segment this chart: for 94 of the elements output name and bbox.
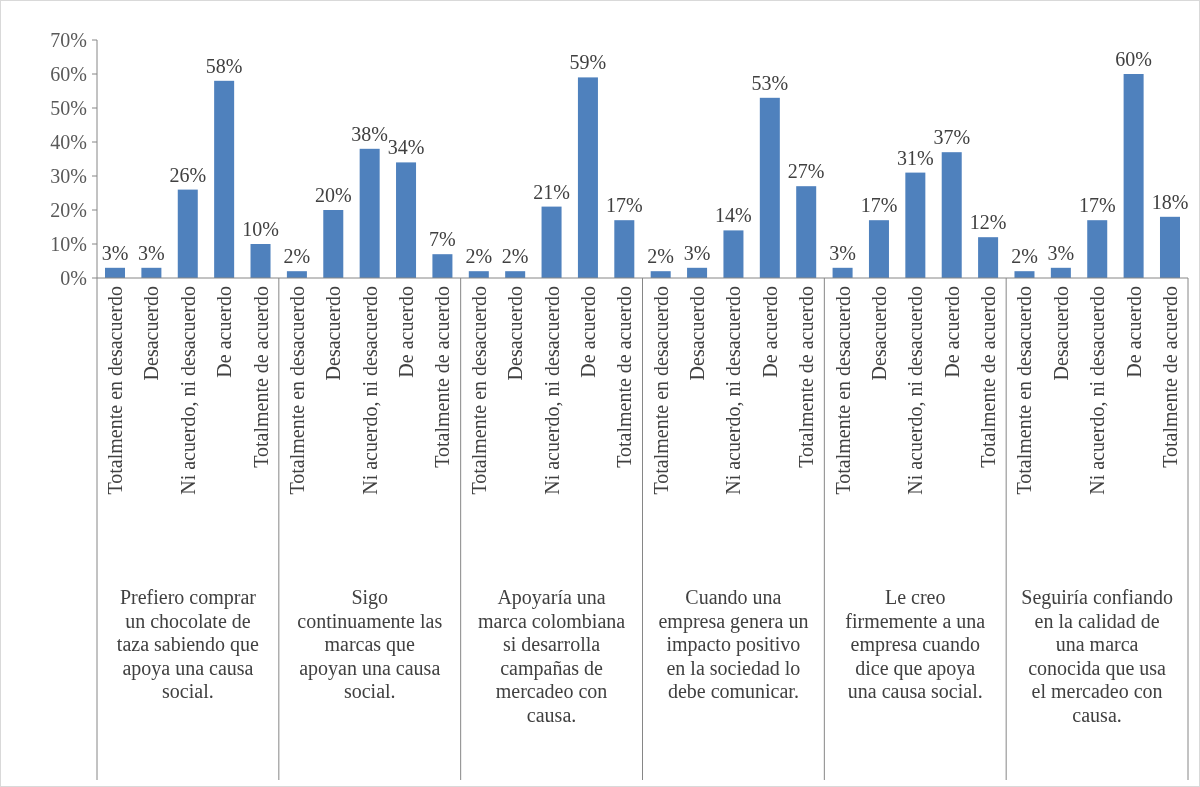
- x-tick-label: Totalmente de acuerdo: [431, 286, 454, 468]
- data-label: 31%: [897, 146, 934, 169]
- x-tick-label: Totalmente en desacuerdo: [104, 286, 127, 495]
- bar: [396, 162, 417, 278]
- data-label: 3%: [1047, 241, 1075, 264]
- x-tick-label: Totalmente en desacuerdo: [1013, 286, 1036, 495]
- data-label: 59%: [569, 51, 607, 74]
- data-label: 3%: [829, 241, 856, 264]
- data-label: 2%: [501, 245, 529, 268]
- y-tick-label: 10%: [50, 233, 87, 255]
- x-tick-label: Totalmente de acuerdo: [613, 286, 636, 468]
- data-label: 38%: [351, 122, 388, 145]
- text: Apoyaría una marca colombiana si desarrolla campañas de mercadeo con causa.: [478, 586, 626, 726]
- y-tick-label: 50%: [50, 97, 87, 119]
- text: Seguiría confiando en la calidad de una marca conocida que usa el mercadeo con causa.: [1021, 586, 1173, 726]
- y-tick-label: 20%: [50, 199, 87, 221]
- y-tick-label: 60%: [50, 63, 87, 85]
- bar: [1159, 216, 1180, 278]
- data-label: 3%: [138, 241, 165, 264]
- x-tick-label: Desacuerdo: [140, 286, 163, 381]
- x-tick-label: De acuerdo: [395, 286, 418, 378]
- x-tick-label: De acuerdo: [213, 286, 236, 378]
- x-tick-label: De acuerdo: [758, 286, 781, 378]
- bar: [796, 186, 817, 278]
- text: Sigo continuamente las marcas que apoyan una causa social.: [297, 586, 443, 702]
- bar: [941, 152, 962, 278]
- data-label: 12%: [969, 211, 1007, 234]
- bar: [868, 220, 889, 278]
- bar: [177, 189, 198, 278]
- bar: [759, 97, 780, 278]
- data-label: 37%: [933, 126, 971, 149]
- bar: [359, 148, 380, 278]
- y-tick-label: 30%: [50, 165, 87, 187]
- data-label: 3%: [101, 241, 129, 264]
- y-tick-label: 0%: [60, 267, 87, 289]
- y-tick-label: 40%: [50, 131, 87, 153]
- x-tick-label: Ni acuerdo, ni desacuerdo: [904, 286, 927, 495]
- data-label: 17%: [860, 194, 898, 217]
- x-tick-label: Ni acuerdo, ni desacuerdo: [540, 286, 563, 495]
- bar: [541, 206, 562, 278]
- data-label: 10%: [242, 218, 279, 240]
- data-label: 17%: [1078, 194, 1116, 217]
- bar: [614, 220, 635, 278]
- data-label: 21%: [533, 180, 570, 203]
- x-tick-label: Ni acuerdo, ni desacuerdo: [722, 286, 745, 495]
- x-tick-label: Desacuerdo: [322, 286, 345, 381]
- text: Cuando una empresa genera un impacto positivo en la sociedad lo debe comunicar.: [658, 586, 809, 702]
- x-tick-label: Ni acuerdo, ni desacuerdo: [358, 286, 381, 495]
- data-label: 2%: [1011, 245, 1038, 268]
- data-label: 3%: [683, 241, 711, 264]
- x-tick-label: Ni acuerdo, ni desacuerdo: [176, 286, 199, 495]
- bar: [1123, 74, 1144, 278]
- bar: [250, 244, 271, 278]
- x-tick-label: Totalmente de acuerdo: [795, 286, 818, 468]
- data-label: 26%: [169, 163, 207, 186]
- bar: [905, 172, 926, 278]
- data-label: 58%: [205, 54, 243, 77]
- x-tick-label: Desacuerdo: [867, 286, 890, 381]
- bar: [323, 210, 344, 278]
- x-tick-label: Totalmente en desacuerdo: [831, 286, 854, 495]
- x-tick-label: Ni acuerdo, ni desacuerdo: [1086, 286, 1109, 495]
- bar: [214, 80, 235, 278]
- bar: [577, 77, 598, 278]
- bar: [1087, 220, 1108, 278]
- bar: [432, 254, 453, 278]
- bar: [978, 237, 999, 278]
- data-label: 20%: [314, 184, 352, 206]
- data-label: 2%: [465, 245, 493, 268]
- x-tick-label: Totalmente de acuerdo: [1158, 286, 1181, 468]
- x-tick-label: De acuerdo: [940, 286, 963, 378]
- x-tick-label: Desacuerdo: [504, 286, 527, 381]
- y-tick-label: 70%: [50, 29, 87, 51]
- x-tick-label: Totalmente de acuerdo: [977, 286, 1000, 468]
- data-label: 2%: [283, 245, 311, 268]
- x-tick-label: Totalmente de acuerdo: [249, 286, 272, 468]
- x-tick-label: Totalmente en desacuerdo: [285, 286, 308, 495]
- data-label: 60%: [1115, 48, 1152, 70]
- data-label: 18%: [1151, 190, 1189, 213]
- data-label: 17%: [605, 194, 643, 217]
- x-tick-label: Totalmente en desacuerdo: [649, 286, 672, 495]
- data-label: 34%: [387, 136, 425, 159]
- x-tick-label: De acuerdo: [576, 286, 599, 378]
- data-label: 2%: [647, 245, 675, 268]
- x-tick-label: Totalmente en desacuerdo: [467, 286, 490, 495]
- text: Le creo firmemente a una empresa cuando dice que apoya una causa social.: [845, 586, 986, 702]
- text: Prefiero comprar un chocolate de taza sabiendo que apoya una causa social.: [116, 586, 260, 702]
- bar: [723, 230, 744, 278]
- x-tick-label: Desacuerdo: [686, 286, 709, 381]
- x-tick-label: De acuerdo: [1122, 286, 1145, 378]
- x-tick-label: Desacuerdo: [1049, 286, 1072, 381]
- data-label: 27%: [787, 160, 825, 183]
- data-label: 53%: [751, 71, 789, 94]
- data-label: 14%: [715, 204, 752, 227]
- data-label: 7%: [429, 228, 456, 251]
